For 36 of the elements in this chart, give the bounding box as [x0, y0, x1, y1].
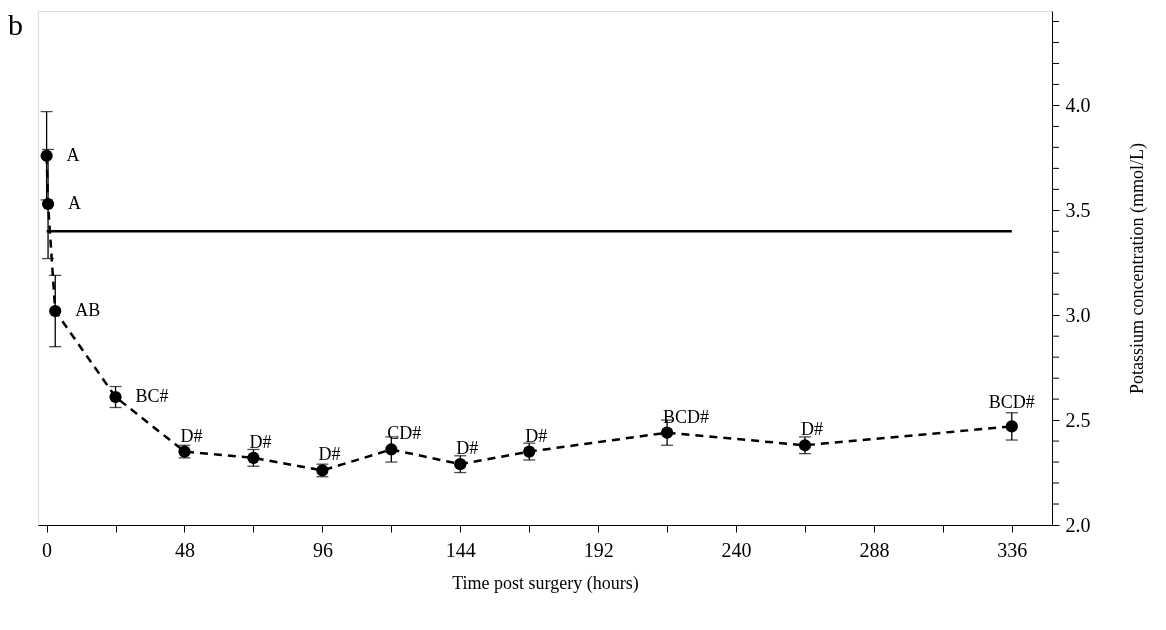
x-tick-label: 144 [445, 538, 476, 561]
x-tick-label: 48 [175, 538, 195, 561]
point [385, 443, 398, 456]
annotation: AB [75, 300, 101, 321]
annotation: D# [318, 444, 341, 465]
x-tick-label: 192 [583, 538, 614, 561]
annotation: D# [249, 431, 272, 452]
annotation: BCD# [988, 392, 1035, 413]
point [41, 197, 55, 211]
annotation: BC# [135, 386, 169, 407]
x-axis-title: Time post surgery (hours) [452, 572, 639, 594]
x-tick-label: 0 [42, 538, 53, 561]
point [40, 149, 53, 162]
annotation: D# [800, 419, 823, 440]
annotation: D# [525, 425, 548, 446]
chart-title: b [8, 8, 23, 41]
annotation: A [68, 193, 82, 214]
annotation: A [66, 144, 80, 165]
annotation: D# [456, 438, 479, 459]
x-tick-label: 240 [721, 538, 752, 561]
y-axis-title: Potassium concentration (mmol/L) [1126, 143, 1148, 394]
annotation: CD# [387, 423, 422, 444]
y-tick-label: 3.5 [1065, 198, 1091, 221]
y-tick-label: 2.0 [1065, 513, 1091, 536]
point [49, 304, 62, 318]
point [1005, 420, 1018, 433]
point [660, 426, 674, 439]
x-tick-label: 96 [312, 538, 333, 561]
annotation: D# [180, 425, 203, 446]
y-tick-label: 2.5 [1065, 408, 1091, 431]
y-tick-label: 4.0 [1065, 93, 1091, 116]
point [109, 390, 122, 404]
y-tick-label: 3.0 [1065, 303, 1091, 326]
x-tick-label: 288 [859, 538, 890, 561]
annotation: BCD# [663, 406, 710, 427]
x-tick-label: 336 [997, 538, 1028, 561]
